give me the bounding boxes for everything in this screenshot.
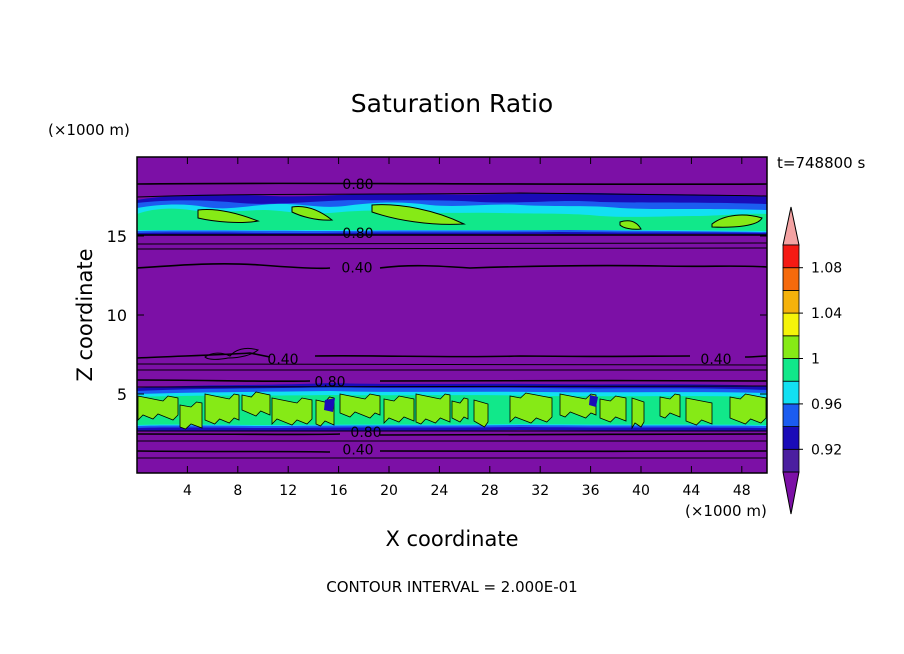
- contour-0.4-bottom: [137, 450, 767, 453]
- colorbar: 0.92 0.96 1 1.04 1.08: [782, 206, 842, 515]
- lower-cloud-patch: [685, 397, 713, 426]
- x-tick-label: 44: [682, 483, 700, 499]
- contour-label: 0.80: [342, 177, 373, 193]
- y-tick-label: 5: [117, 385, 127, 404]
- contour-label: 0.40: [267, 352, 298, 368]
- x-axis-ticks: 4 8 12 16 20 24 28 32 36 40 44 48: [183, 157, 751, 499]
- contour-0.8-low-upper: [137, 379, 767, 383]
- contour-labels: 0.800.800.400.400.800.800.400.40: [267, 177, 731, 458]
- contour-label: 0.40: [341, 261, 372, 277]
- colorbar-swatch: [782, 312, 800, 337]
- x-tick-label: 8: [233, 483, 242, 499]
- contour-label: 0.80: [350, 425, 381, 441]
- x-tick-label: 40: [632, 483, 650, 499]
- contour-thin: [137, 369, 767, 371]
- x-tick-label: 28: [481, 483, 499, 499]
- lower-cloud-patch: [631, 397, 645, 430]
- x-tick-label: 16: [330, 483, 348, 499]
- chart-title: Saturation Ratio: [351, 89, 553, 118]
- upper-moist-patch: [371, 204, 466, 225]
- upper-moist-patch: [619, 220, 642, 230]
- lower-cloud-patch: [271, 397, 313, 426]
- lower-cloud-patch: [415, 393, 451, 425]
- upper-moist-layer: [137, 192, 767, 236]
- x-axis-unit: (×1000 m): [685, 502, 767, 520]
- y-axis-ticks: 5 10 15: [107, 227, 767, 404]
- contour-thin: [137, 247, 767, 250]
- time-label: t=748800 s: [777, 154, 865, 172]
- contour-lines: [137, 182, 767, 459]
- contour-upper-edge: [137, 192, 767, 198]
- contour-label: 0.40: [700, 352, 731, 368]
- contour-thin: [137, 430, 767, 432]
- lower-cloud-patch: [179, 401, 203, 430]
- x-tick-label: 24: [430, 483, 448, 499]
- x-tick-label: 12: [279, 483, 297, 499]
- colorbar-swatch: [782, 358, 800, 382]
- y-axis-label: Z coordinate: [73, 248, 97, 381]
- contour-0.4-loop: [204, 347, 260, 360]
- colorbar-tick-label: 1: [811, 352, 820, 368]
- colorbar-over-triangle: [782, 206, 800, 246]
- lower-cloud-patch: [339, 393, 381, 419]
- x-tick-label: 48: [733, 483, 751, 499]
- colorbar-swatch: [782, 335, 800, 359]
- lower-cloud-layer: [137, 383, 767, 431]
- x-tick-label: 20: [380, 483, 398, 499]
- x-tick-label: 36: [582, 483, 600, 499]
- y-tick-label: 10: [107, 306, 127, 325]
- lower-cloud-patch: [659, 393, 681, 419]
- contour-label: 0.40: [342, 442, 373, 458]
- colorbar-tick-label: 1.08: [811, 261, 842, 277]
- contour-thin: [137, 457, 767, 459]
- lower-cloud-patches: [137, 391, 767, 430]
- lower-cloud-patch: [204, 393, 240, 425]
- plot-area: 0.800.800.400.400.800.800.400.40: [137, 157, 767, 473]
- contour-label: 0.80: [314, 374, 345, 390]
- lower-cloud-patch: [473, 399, 489, 428]
- colorbar-swatch: [782, 448, 800, 473]
- y-axis-unit: (×1000 m): [48, 121, 130, 139]
- lower-cloud-patch: [599, 395, 627, 423]
- x-tick-label: 4: [183, 483, 192, 499]
- upper-moist-patch: [291, 206, 334, 221]
- lower-cloud-patch: [509, 392, 553, 424]
- lower-cloud-patch: [451, 397, 469, 423]
- contour-0.4-lower: [137, 352, 767, 359]
- colorbar-under-triangle: [782, 471, 800, 515]
- colorbar-swatch: [782, 403, 800, 427]
- colorbar-tick-label: 0.96: [811, 397, 842, 413]
- contour-0.8-low-lower: [137, 433, 767, 436]
- contour-label: 0.80: [342, 226, 373, 242]
- colorbar-swatch: [782, 267, 800, 291]
- lower-cloud-dark-speckle: [324, 398, 335, 412]
- y-tick-label: 15: [107, 227, 127, 246]
- contour-0.8-top: [137, 182, 767, 186]
- x-tick-label: 32: [531, 483, 549, 499]
- colorbar-tick-label: 0.92: [811, 442, 842, 458]
- contour-thin: [137, 363, 767, 366]
- colorbar-swatch: [782, 289, 800, 314]
- colorbar-swatch: [782, 244, 800, 269]
- colorbar-swatch: [782, 426, 800, 450]
- contour-0.4-upper: [137, 262, 767, 270]
- contour-thin: [137, 440, 767, 442]
- colorbar-tick-label: 1.04: [811, 306, 842, 322]
- lower-cloud-patch: [137, 395, 179, 421]
- x-axis-label: X coordinate: [385, 527, 518, 551]
- colorbar-swatch: [782, 380, 800, 405]
- lower-cloud-patch: [241, 391, 271, 417]
- upper-moist-patch: [711, 214, 763, 228]
- lower-cloud-patch: [383, 395, 415, 424]
- contour-interval-footer: CONTOUR INTERVAL = 2.000E-01: [326, 578, 577, 596]
- lower-cloud-patch: [729, 393, 767, 425]
- lower-cloud-dark-speckle: [589, 395, 598, 407]
- upper-moist-patch: [197, 209, 260, 223]
